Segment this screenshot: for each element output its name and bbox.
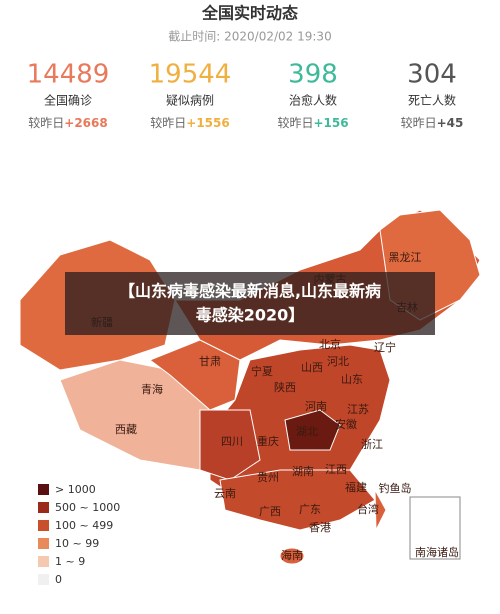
region xyxy=(219,469,376,531)
stat-value: 14489 xyxy=(27,60,110,90)
region-label: 云南 xyxy=(214,487,236,500)
compare-label: 较昨日 xyxy=(150,115,186,130)
legend-label: 1 ~ 9 xyxy=(55,555,85,568)
region-label: 四川 xyxy=(221,435,243,448)
region-label: 浙江 xyxy=(361,438,383,451)
region-label: 福建 xyxy=(345,480,367,494)
region-label: 山西 xyxy=(301,361,323,374)
banner-text: 【山东病毒感染最新消息,山东最新病 xyxy=(119,282,381,301)
legend-label: 500 ~ 1000 xyxy=(55,501,120,514)
stat-value: 398 xyxy=(288,60,338,90)
region-label: 河南 xyxy=(305,400,327,413)
stat-label: 死亡人数 xyxy=(408,93,456,108)
region-label: 江西 xyxy=(325,463,347,476)
region-label: 陕西 xyxy=(274,380,296,394)
region-label: 西藏 xyxy=(115,423,137,436)
region-label: 钓鱼岛 xyxy=(379,481,412,495)
legend-swatch xyxy=(38,520,49,531)
legend-swatch xyxy=(38,556,49,567)
title: 全国实时动态 xyxy=(201,4,298,23)
region-label: 台湾 xyxy=(357,502,379,516)
stat-value: 19544 xyxy=(149,60,232,90)
stat-label: 疑似病例 xyxy=(166,93,214,108)
stat-value: 304 xyxy=(407,60,457,90)
region-label: 宁夏 xyxy=(251,364,273,378)
region-label: 甘肃 xyxy=(199,355,221,368)
region-label: 安徽 xyxy=(335,417,357,431)
region-label: 重庆 xyxy=(257,434,279,448)
region-label: 广西 xyxy=(259,505,281,518)
banner-bg xyxy=(65,272,435,335)
legend-label: 100 ~ 499 xyxy=(55,519,113,532)
region xyxy=(279,547,305,565)
updated: 截止时间: 2020/02/02 19:30 xyxy=(168,30,331,44)
stat-compare: 较昨日+1556 xyxy=(150,115,229,130)
region-label: 河北 xyxy=(327,355,349,368)
region-label: 海南 xyxy=(281,548,303,562)
region-label: 江苏 xyxy=(347,403,369,416)
region-label: 广东 xyxy=(299,503,321,516)
region xyxy=(374,489,387,531)
legend-swatch xyxy=(38,502,49,513)
region-label: 辽宁 xyxy=(374,340,396,354)
legend-label: 0 xyxy=(55,573,62,586)
delta: +1556 xyxy=(186,116,229,130)
region xyxy=(284,409,341,451)
region-label: 南海诸岛 xyxy=(415,545,459,559)
stat-compare: 较昨日+2668 xyxy=(28,115,107,130)
compare-label: 较昨日 xyxy=(28,115,64,130)
region-label: 黑龙江 xyxy=(389,251,422,264)
delta: +156 xyxy=(313,116,348,130)
stat-compare: 较昨日+156 xyxy=(277,115,348,130)
region-label: 贵州 xyxy=(257,471,279,484)
compare-label: 较昨日 xyxy=(401,115,437,130)
region-label: 山东 xyxy=(341,373,363,386)
legend-swatch xyxy=(38,484,49,495)
delta: +2668 xyxy=(64,116,107,130)
stat-label: 治愈人数 xyxy=(289,93,337,108)
region xyxy=(199,409,261,481)
compare-label: 较昨日 xyxy=(277,115,313,130)
delta: +45 xyxy=(437,116,464,130)
banner-text: 毒感染2020】 xyxy=(196,306,305,325)
region-label: 北京 xyxy=(319,337,341,351)
region-label: 青海 xyxy=(141,382,163,396)
legend-label: > 1000 xyxy=(55,483,96,496)
inset-box xyxy=(409,496,461,560)
legend-swatch xyxy=(38,538,49,549)
legend-label: 10 ~ 99 xyxy=(55,537,99,550)
region-label: 香港 xyxy=(309,521,331,534)
legend-swatch xyxy=(38,574,49,585)
stat-label: 全国确诊 xyxy=(44,93,92,108)
region-label: 湖南 xyxy=(292,465,314,478)
stat-compare: 较昨日+45 xyxy=(401,115,464,130)
region-label: 湖北 xyxy=(296,425,318,438)
